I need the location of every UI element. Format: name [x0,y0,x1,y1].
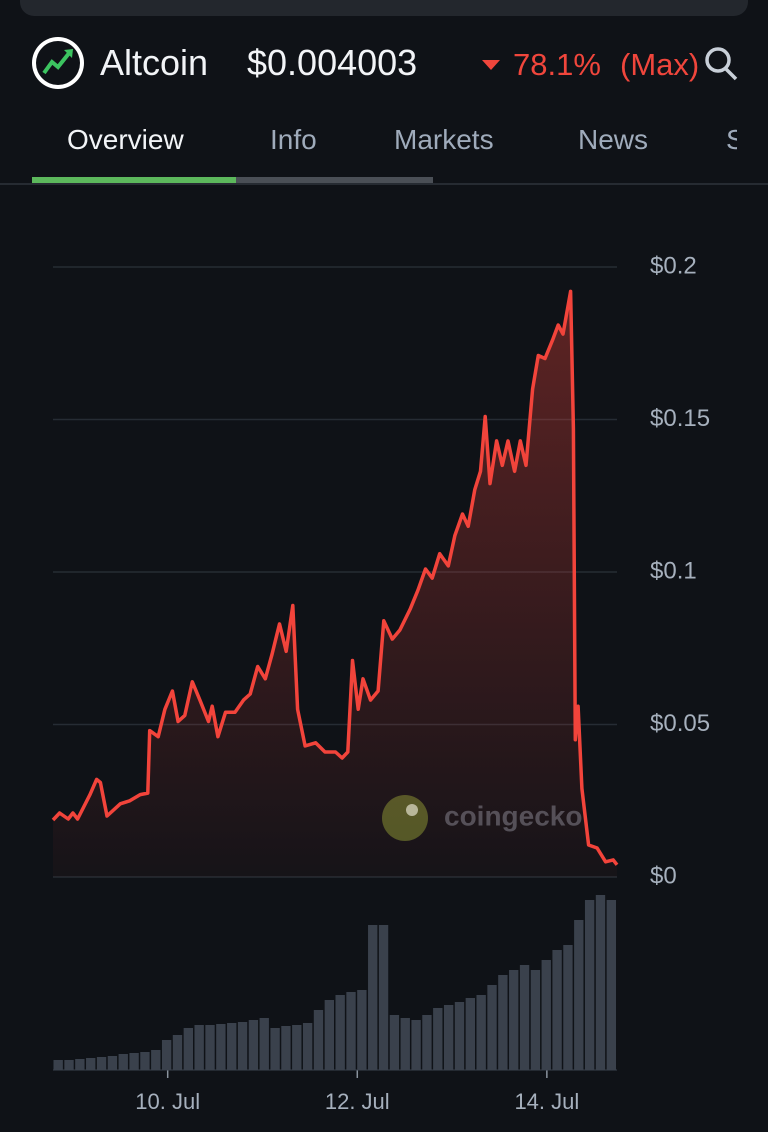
volume-bar [509,970,519,1070]
y-tick-label: $0.2 [650,252,697,279]
volume-bar [172,1035,183,1070]
volume-bar [151,1050,161,1070]
volume-bar [302,1023,313,1070]
volume-bar [487,985,497,1070]
volume-bar [400,1018,410,1070]
volume-bar [389,1015,400,1070]
price-change: 78.1% [513,47,601,82]
volume-bar [227,1023,237,1070]
volume-bar [519,965,530,1070]
volume-bar [335,995,345,1070]
y-tick-label: $0.05 [650,710,710,737]
volume-bar [411,1020,421,1070]
x-tick-label: 12. Jul [325,1089,390,1114]
volume-bar [378,925,389,1070]
status-bar [20,0,748,16]
volume-bar [75,1059,85,1070]
volume-bar [563,945,573,1070]
down-caret [482,60,500,70]
volume-bar [248,1020,259,1070]
change-period: (Max) [620,47,700,82]
tab[interactable]: Markets [394,124,494,155]
logo [32,37,84,89]
volume-bar [530,970,541,1070]
volume-bar [465,998,475,1070]
volume-bar [595,895,606,1070]
volume-bar [313,1010,324,1070]
volume-bar [433,1008,443,1070]
volume-bar [574,920,584,1070]
volume-bar [584,900,595,1070]
volume-bar [86,1058,96,1070]
volume-bar [324,1000,334,1070]
tab[interactable]: Overview [67,124,184,155]
x-tick-label: 10. Jul [135,1089,200,1114]
volume-bar [541,960,551,1070]
coin-name: Altcoin [100,42,209,83]
volume-bar [443,1005,454,1070]
volume-bar [552,950,562,1070]
volume-bar [281,1026,291,1070]
line [51,289,619,866]
volume-bar [237,1022,248,1070]
volume-bar [270,1028,280,1070]
y-tick-label: $0.1 [650,557,697,584]
volume-bar [476,995,486,1070]
volume-bar [454,1002,465,1070]
volume-bar [53,1060,63,1070]
volume-bar [96,1057,107,1070]
volume-bar [194,1025,204,1070]
volume-bar [422,1015,432,1070]
search-icon[interactable] [705,47,738,81]
volume-bar [216,1024,226,1070]
volume-bar [107,1056,118,1070]
volume-bar [368,925,378,1070]
volume-bar [118,1054,128,1070]
volume-bar [259,1018,269,1070]
tab[interactable]: News [578,124,649,155]
tab[interactable]: Info [270,124,317,155]
volume-bar [205,1025,215,1070]
area [53,291,617,877]
tab-scroll-track [236,177,433,183]
volume-bar [346,992,356,1070]
y-tick-label: $0 [650,862,677,889]
volume-bar [140,1052,150,1070]
tab-indicator [32,177,236,183]
y-tick-label: $0.15 [650,405,710,432]
volume-bar [64,1060,74,1070]
volume-bar [161,1040,172,1070]
volume-bar [357,990,367,1070]
volume-bar [183,1028,193,1070]
volume-bar [292,1025,302,1070]
volume-bar [129,1053,139,1070]
coin-price: $0.004003 [247,42,418,83]
x-tick-label: 14. Jul [514,1089,579,1114]
tab[interactable]: S [726,124,737,155]
volume-bar [606,900,616,1070]
volume-bar [498,975,508,1070]
